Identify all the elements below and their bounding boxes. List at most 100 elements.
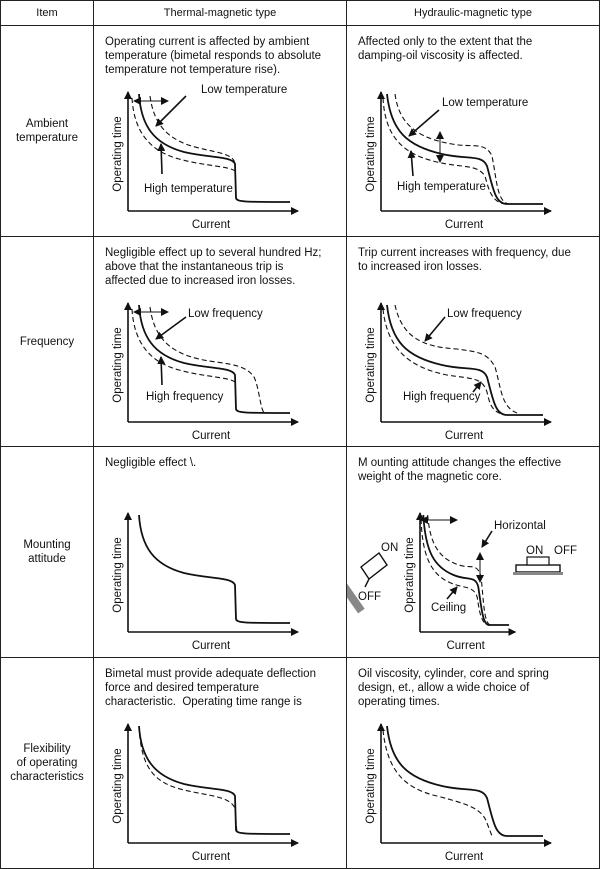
hydraulic-cell: Affected only to the extent that the damp…	[347, 26, 600, 237]
dashed-curve	[395, 94, 509, 204]
item-line: of operating	[16, 757, 78, 769]
header-cell: Item	[1, 1, 94, 26]
dashed-curve	[150, 96, 235, 164]
annotation: Low frequency	[188, 308, 263, 320]
x-axis-label: Current	[192, 430, 231, 442]
description: Operating current is affected by ambient…	[105, 35, 321, 77]
pointer-arrow	[446, 586, 458, 600]
dashed-curve	[383, 730, 492, 836]
description-line: Affected only to the extent that the	[358, 36, 533, 48]
dashed-curve	[428, 515, 491, 625]
solid-curve	[423, 515, 509, 625]
curve-chart: Operating time Current	[365, 723, 552, 863]
description: Bimetal must provide adequate deflection…	[105, 667, 316, 709]
description-line: affected due to increased iron losses.	[105, 275, 296, 287]
annotation: High frequency	[146, 391, 224, 403]
hydraulic-cell: Trip current increases with frequency, d…	[347, 237, 600, 447]
pointer-arrow	[481, 530, 493, 548]
curve-chart: Operating time Current Horizontal Ceiling ON…	[347, 512, 577, 652]
description-line: design, et., allow a wide choice of	[358, 682, 530, 694]
item-cell: Mounting attitude	[1, 447, 94, 658]
dashed-curve	[383, 98, 505, 204]
description: Oil viscosity, cylinder, core and spring…	[358, 667, 549, 709]
x-axis-label: Current	[192, 851, 231, 863]
description-line: characteristic. Operating time range is	[105, 696, 302, 708]
annotation: Low temperature	[201, 84, 287, 96]
description: Affected only to the extent that the damp…	[358, 35, 532, 63]
curve-chart: Operating time Current Low frequency High f…	[112, 302, 299, 442]
description-line: Oil viscosity, cylinder, core and spring	[358, 668, 549, 680]
dashed-curve	[132, 309, 235, 382]
y-axis-label: Operating time	[365, 116, 377, 191]
solid-curve	[387, 94, 543, 204]
curves	[383, 305, 543, 415]
item-cell: Ambient temperature	[1, 26, 94, 237]
y-axis-label: Operating time	[365, 327, 377, 402]
y-axis-label: Operating time	[365, 748, 377, 823]
solid-curve	[387, 726, 543, 836]
annotation: ON	[381, 542, 398, 554]
annotation: Low temperature	[442, 97, 528, 109]
pointer-arrow	[472, 381, 482, 393]
dashed-curve	[383, 309, 507, 415]
curve-chart: Operating time Current Low temperature High…	[112, 84, 299, 231]
annotation: OFF	[554, 545, 577, 557]
header-cell: Thermal-magnetic type	[94, 1, 347, 26]
curves	[139, 726, 290, 834]
solid-curve	[139, 305, 290, 413]
description-line: temperature (bimetal responds to absolut…	[105, 50, 322, 62]
annotation: ON	[526, 545, 543, 557]
description-line: Trip current increases with frequency, d…	[358, 247, 571, 259]
thermal-cell: Operating current is affected by ambient…	[94, 26, 347, 237]
description-line: Operating current is affected by ambient	[105, 36, 310, 48]
x-axis-label: Current	[445, 430, 484, 442]
curve-chart: Operating time Current Low temperature High…	[365, 91, 552, 231]
dashed-curve	[421, 519, 488, 625]
curves	[132, 94, 290, 202]
dashed-curve	[139, 726, 237, 834]
description-line: above that the instantaneous trip is	[105, 261, 284, 273]
thermal-cell: Negligible effect up to several hundred …	[94, 237, 347, 447]
description: Negligible effect \.	[105, 456, 196, 470]
description: Trip current increases with frequency, d…	[358, 246, 571, 274]
description: Negligible effect up to several hundred …	[105, 246, 322, 288]
x-axis-label: Current	[192, 219, 231, 231]
annotation: High temperature	[397, 181, 486, 193]
annotation: High frequency	[403, 391, 481, 403]
description-line: to increased iron losses.	[358, 261, 483, 273]
x-axis-label: Current	[446, 640, 485, 652]
annotation: Horizontal	[494, 520, 546, 532]
header-cell: Hydraulic-magnetic type	[347, 1, 600, 26]
annotation: OFF	[358, 591, 381, 603]
pointer-arrow	[155, 95, 187, 127]
curves	[383, 94, 543, 204]
item-cell: Frequency	[1, 237, 94, 447]
dashed-curve	[395, 305, 517, 413]
solid-curve	[139, 94, 290, 202]
item-line: Mounting	[23, 539, 71, 551]
curves	[421, 515, 509, 625]
hydraulic-cell: Oil viscosity, cylinder, core and spring…	[347, 658, 600, 869]
item-line: Ambient	[25, 118, 69, 130]
y-axis-label: Operating time	[112, 327, 124, 402]
annotation: Ceiling	[431, 602, 466, 614]
curves	[139, 515, 290, 623]
item-line: Frequency	[19, 335, 75, 348]
breaker-body	[526, 556, 550, 566]
y-axis-label: Operating time	[404, 537, 416, 612]
platform-icon	[515, 564, 561, 573]
pointer-arrow	[157, 356, 166, 386]
thermal-cell: Negligible effect \. Operating time Curren…	[94, 447, 347, 658]
solid-curve	[139, 515, 290, 623]
item-line: Flexibility	[23, 743, 71, 755]
description-line: force and desired temperature	[105, 682, 260, 694]
base-shadow	[513, 572, 563, 575]
breaker-icon	[360, 551, 388, 588]
y-axis-label: Operating time	[112, 537, 124, 612]
curve-chart: Operating time Current Low frequency High f…	[365, 302, 552, 442]
dashed-curve	[132, 98, 235, 171]
pointer-arrow	[157, 143, 166, 175]
curve-chart: Operating time Current	[112, 723, 299, 863]
y-axis-label: Operating time	[112, 748, 124, 823]
pointer-arrow	[407, 150, 416, 177]
